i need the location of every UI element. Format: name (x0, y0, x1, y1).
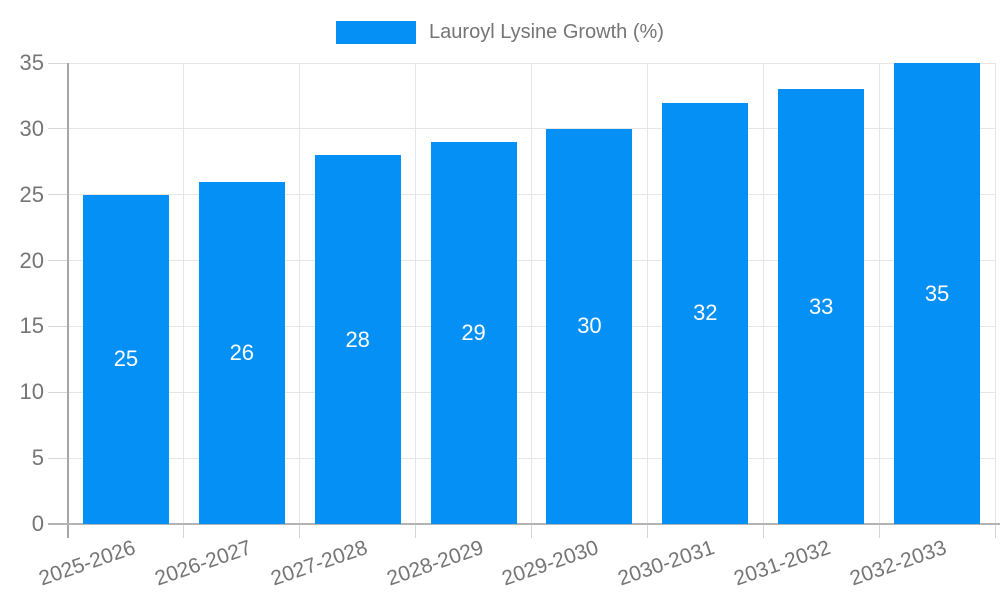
y-axis-tick (48, 128, 68, 130)
legend-label: Lauroyl Lysine Growth (%) (429, 21, 664, 43)
bar[interactable] (894, 63, 981, 524)
y-axis-tick (48, 194, 68, 196)
gridline-vertical (878, 63, 880, 524)
bar[interactable] (662, 102, 749, 524)
bar-value-label: 33 (808, 293, 834, 319)
x-axis-tick (878, 524, 880, 538)
y-axis-tick (48, 391, 68, 393)
y-axis-label: 35 (19, 50, 44, 75)
bar-value-label: 28 (345, 326, 370, 352)
y-axis-label: 25 (19, 181, 44, 207)
gridline-vertical (762, 63, 764, 524)
gridline-vertical (415, 63, 417, 524)
bar-value-label: 35 (924, 280, 950, 306)
gridline-vertical (994, 63, 996, 524)
y-axis-tick (48, 62, 68, 64)
bar[interactable] (778, 89, 865, 524)
gridline-vertical (531, 63, 532, 524)
gridline-vertical (299, 63, 301, 524)
bar[interactable] (198, 181, 285, 524)
y-axis-label: 5 (31, 445, 44, 471)
y-axis-label: 15 (19, 313, 44, 339)
legend-swatch (336, 21, 417, 44)
gridline-vertical (183, 63, 185, 524)
x-axis-tick (994, 524, 996, 538)
bar-value-label: 26 (229, 339, 255, 365)
y-axis-line (67, 63, 69, 538)
y-axis-label: 10 (19, 379, 44, 405)
bar-value-label: 32 (693, 300, 718, 326)
bar-value-label: 25 (113, 346, 139, 372)
x-axis-tick (415, 524, 417, 538)
bar[interactable] (546, 128, 633, 524)
y-axis-tick (48, 457, 68, 459)
y-axis-label: 0 (31, 511, 44, 536)
bar-value-label: 30 (577, 313, 602, 339)
bar-value-label: 29 (461, 320, 486, 345)
y-axis-label: 30 (19, 115, 44, 141)
x-axis-tick (531, 524, 532, 538)
bar[interactable] (314, 155, 401, 524)
x-axis-tick (762, 524, 764, 538)
bar[interactable] (430, 142, 517, 524)
x-axis-line (48, 523, 1000, 525)
gridline-vertical (646, 63, 648, 524)
y-axis-tick (48, 260, 68, 262)
y-axis-tick (48, 325, 68, 327)
bar[interactable] (82, 194, 169, 524)
x-axis-tick (299, 524, 301, 538)
x-axis-tick (183, 524, 185, 538)
legend[interactable]: Lauroyl Lysine Growth (%) (0, 21, 1000, 44)
x-axis-tick (646, 524, 648, 538)
y-axis-label: 20 (19, 247, 44, 273)
